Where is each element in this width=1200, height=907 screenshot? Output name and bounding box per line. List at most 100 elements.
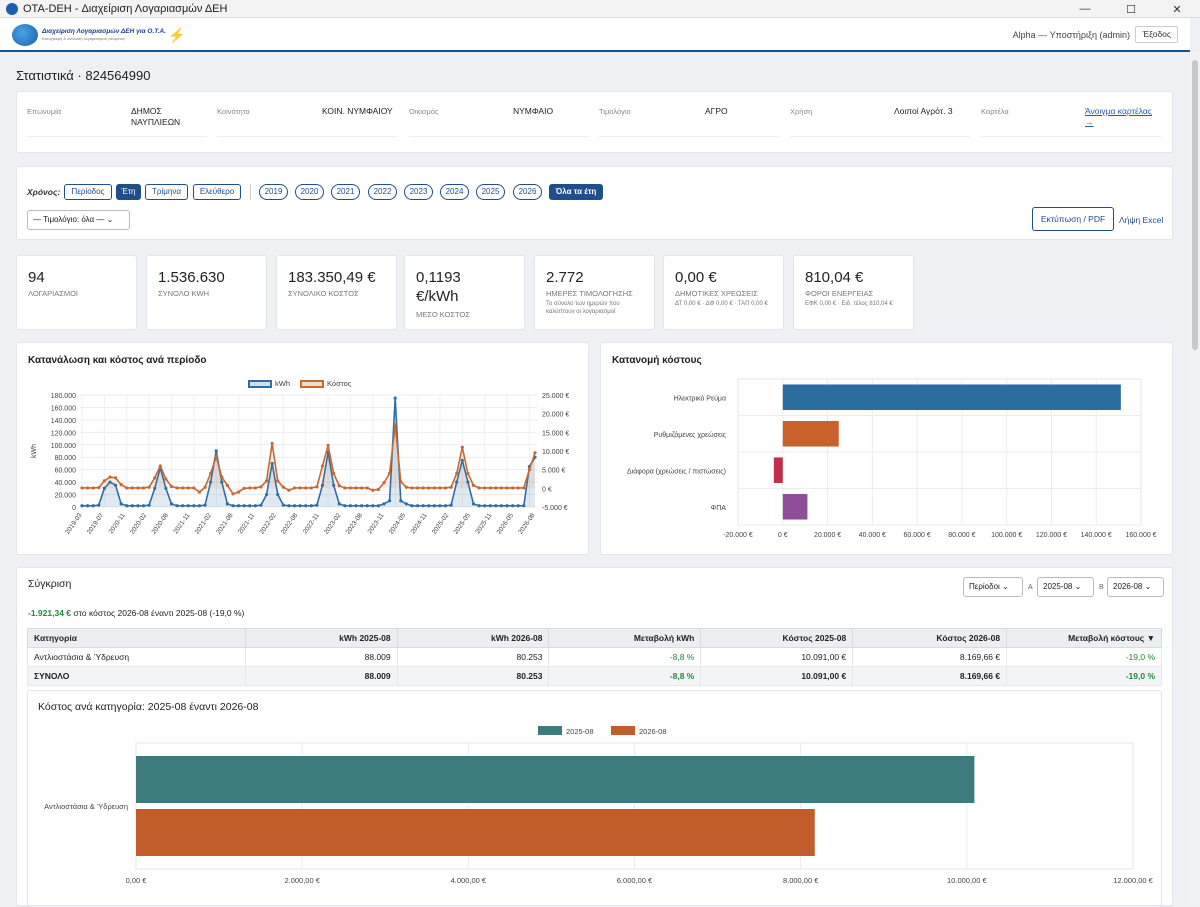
category-label: Αντλιοστάσια & Ύδρευση — [44, 802, 128, 811]
data-point — [130, 504, 134, 508]
mode-years-button[interactable]: Έτη — [116, 184, 141, 200]
kpi-value: 183.350,49 € — [288, 269, 376, 286]
download-excel-link[interactable]: Λήψη Excel — [1119, 215, 1164, 225]
x-tick-label: 2026-08 — [517, 512, 537, 536]
divider — [217, 136, 397, 137]
data-point — [466, 480, 470, 484]
kpi-value: 1.536.630 — [158, 269, 225, 286]
data-point — [511, 504, 515, 508]
mode-period-button[interactable]: Περίοδος — [64, 184, 112, 200]
mode-quarters-button[interactable]: Τρίμηνα — [145, 184, 188, 200]
x-tick-label: 0,00 € — [126, 876, 148, 885]
column-header[interactable]: Κατηγορία — [27, 628, 246, 648]
divider — [981, 136, 1161, 137]
data-point — [214, 455, 218, 459]
data-point — [108, 480, 112, 484]
period-a-select[interactable]: 2025-08 ⌄ — [1037, 577, 1094, 597]
minimize-button[interactable]: — — [1079, 3, 1091, 15]
x-tick-label: 100.000 € — [991, 532, 1022, 539]
open-card-link-text[interactable]: Άνοιγμα καρτέλας → — [1085, 106, 1152, 128]
mode-free-button[interactable]: Ελεύθερο — [193, 184, 241, 200]
year-2025-button[interactable]: 2025 — [476, 184, 505, 200]
kpi-card-energy-taxes: 810,04 € ΦΟΡΟΙ ΕΝΕΡΓΕΙΑΣ ΕΦΚ 0,00 € · Ει… — [793, 255, 914, 330]
kpi-subtext: ΔΤ 0,00 € · ΔΦ 0,00 € · ΤΑΠ 0,00 € — [675, 301, 768, 307]
comparison-mode-select[interactable]: Περίοδοι ⌄ — [963, 577, 1023, 597]
data-point — [141, 504, 146, 508]
data-point — [253, 486, 257, 490]
data-point — [85, 486, 90, 490]
kpi-card-avg-cost: 0,1193 €/kWh ΜΕΣΟ ΚΟΣΤΟΣ — [404, 255, 525, 330]
year-2022-button[interactable]: 2022 — [368, 184, 397, 200]
data-point — [438, 486, 442, 490]
open-card-link[interactable]: Άνοιγμα καρτέλας → — [1085, 106, 1161, 129]
year-2019-button[interactable]: 2019 — [259, 184, 288, 200]
logout-button[interactable]: Έξοδος — [1135, 26, 1178, 43]
table-cell: 8.169,66 € — [852, 647, 1008, 667]
all-years-button[interactable]: Όλα τα έτη — [549, 184, 603, 200]
table-header-row: Κατηγορία kWh 2025-08 kWh 2026-08 Μεταβο… — [27, 628, 1162, 648]
series-area-cost — [82, 424, 535, 494]
data-point — [421, 486, 425, 490]
info-value: Λοιποί Αγρότ. 3 — [894, 106, 953, 116]
data-point — [527, 468, 532, 472]
data-point — [169, 502, 174, 506]
y-tick-label: 100.000 — [51, 443, 76, 450]
data-point — [220, 480, 224, 484]
year-2021-button[interactable]: 2021 — [331, 184, 360, 200]
table-cell: 80.253 — [396, 666, 550, 686]
legend-label-kwh: kWh — [275, 379, 290, 388]
y-tick-label: 20.000 — [55, 493, 77, 500]
column-header[interactable]: Μεταβολή kWh — [548, 628, 702, 648]
data-point — [354, 486, 358, 490]
page-scrollbar[interactable] — [1190, 52, 1200, 906]
data-point — [281, 503, 285, 507]
period-b-select[interactable]: 2026-08 ⌄ — [1107, 577, 1164, 597]
data-point — [181, 504, 185, 508]
data-point — [276, 479, 280, 483]
app-logo[interactable]: Διαχείριση Λογαριασμών ΔΕΗ για Ο.Τ.Α. Κα… — [12, 24, 185, 46]
data-point — [399, 480, 403, 484]
data-point — [225, 483, 230, 487]
logo-title: Διαχείριση Λογαριασμών ΔΕΗ για Ο.Τ.Α. — [42, 28, 167, 36]
legend-swatch — [538, 726, 562, 735]
data-point — [533, 451, 537, 455]
kpi-card-accounts: 94 ΛΟΓΑΡΙΑΣΜΟΙ — [16, 255, 137, 330]
info-value: ΑΓΡΟ — [705, 106, 728, 116]
data-point — [248, 504, 252, 508]
data-point — [320, 483, 325, 487]
year-2020-button[interactable]: 2020 — [295, 184, 324, 200]
data-point — [399, 499, 403, 503]
data-point — [147, 503, 151, 507]
column-header[interactable]: Κόστος 2026-08 — [852, 628, 1008, 648]
scrollbar-thumb[interactable] — [1192, 60, 1198, 350]
info-value: ΔΗΜΟΣ ΝΑΥΠΛΙΕΩΝ — [131, 106, 181, 128]
data-point — [231, 492, 235, 496]
column-header[interactable]: Κόστος 2025-08 — [700, 628, 854, 648]
data-point — [337, 502, 341, 506]
x-tick-label: 2024-11 — [410, 512, 429, 535]
x-tick-label: 4.000,00 € — [451, 876, 487, 885]
data-point — [337, 484, 341, 488]
data-point — [494, 486, 498, 490]
year-2024-button[interactable]: 2024 — [440, 184, 469, 200]
data-point — [315, 503, 319, 507]
x-tick-label: 2023-08 — [345, 512, 365, 536]
bar — [136, 756, 975, 803]
column-header[interactable]: kWh 2026-08 — [396, 628, 550, 648]
year-2023-button[interactable]: 2023 — [404, 184, 433, 200]
info-label: Επωνυμία — [27, 107, 62, 116]
column-header-sorted[interactable]: Μεταβολή κόστους ▼ — [1006, 628, 1162, 648]
category-label: ΦΠΑ — [711, 505, 727, 512]
print-pdf-button[interactable]: Εκτύπωση / PDF — [1032, 207, 1114, 231]
year-2026-button[interactable]: 2026 — [513, 184, 542, 200]
data-point — [197, 490, 202, 494]
kpi-value: 0,00 € — [675, 269, 717, 286]
tariff-select[interactable]: — Τιμολόγιο: όλα — ⌄ — [27, 210, 130, 230]
maximize-button[interactable]: ☐ — [1126, 3, 1136, 16]
column-header[interactable]: kWh 2025-08 — [244, 628, 398, 648]
x-tick-label: 2020-08 — [151, 512, 171, 536]
data-point — [186, 486, 190, 490]
category-label: Ηλεκτρικό Ρεύμα — [674, 394, 726, 402]
comparison-table: Κατηγορία kWh 2025-08 kWh 2026-08 Μεταβο… — [27, 628, 1162, 686]
close-window-button[interactable]: ✕ — [1172, 3, 1182, 16]
